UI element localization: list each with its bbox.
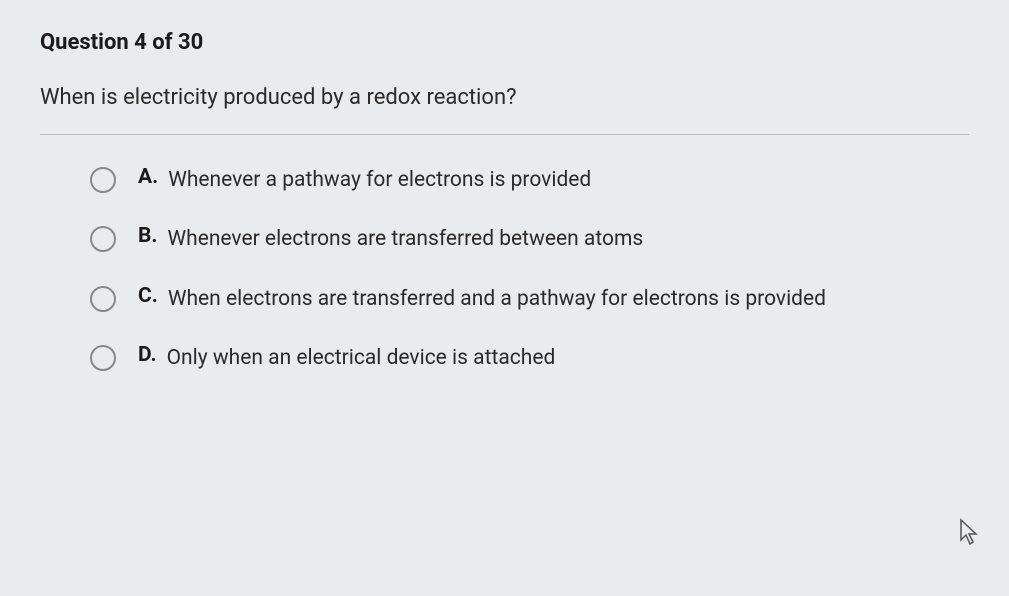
section-divider bbox=[40, 134, 969, 135]
option-b-text: Whenever electrons are transferred betwe… bbox=[168, 224, 644, 256]
option-a-text: Whenever a pathway for electrons is prov… bbox=[168, 165, 591, 197]
cursor-icon bbox=[959, 518, 979, 546]
option-a-content: A. Whenever a pathway for electrons is p… bbox=[138, 165, 969, 197]
option-d-text: Only when an electrical device is attach… bbox=[167, 343, 556, 375]
options-list: A. Whenever a pathway for electrons is p… bbox=[40, 165, 969, 375]
question-prompt: When is electricity produced by a redox … bbox=[40, 83, 969, 114]
option-b-content: B. Whenever electrons are transferred be… bbox=[138, 224, 969, 256]
question-header: Question 4 of 30 bbox=[40, 30, 969, 55]
radio-a[interactable] bbox=[90, 167, 116, 193]
option-c[interactable]: C. When electrons are transferred and a … bbox=[90, 284, 969, 316]
option-d[interactable]: D. Only when an electrical device is att… bbox=[90, 343, 969, 375]
option-c-letter: C. bbox=[138, 284, 158, 308]
option-c-content: C. When electrons are transferred and a … bbox=[138, 284, 969, 316]
option-a-letter: A. bbox=[138, 165, 158, 189]
radio-c[interactable] bbox=[90, 286, 116, 312]
option-c-text: When electrons are transferred and a pat… bbox=[168, 284, 826, 316]
option-b-letter: B. bbox=[138, 224, 158, 248]
option-b[interactable]: B. Whenever electrons are transferred be… bbox=[90, 224, 969, 256]
option-d-letter: D. bbox=[138, 343, 157, 367]
radio-d[interactable] bbox=[90, 345, 116, 371]
option-d-content: D. Only when an electrical device is att… bbox=[138, 343, 969, 375]
option-a[interactable]: A. Whenever a pathway for electrons is p… bbox=[90, 165, 969, 197]
radio-b[interactable] bbox=[90, 226, 116, 252]
